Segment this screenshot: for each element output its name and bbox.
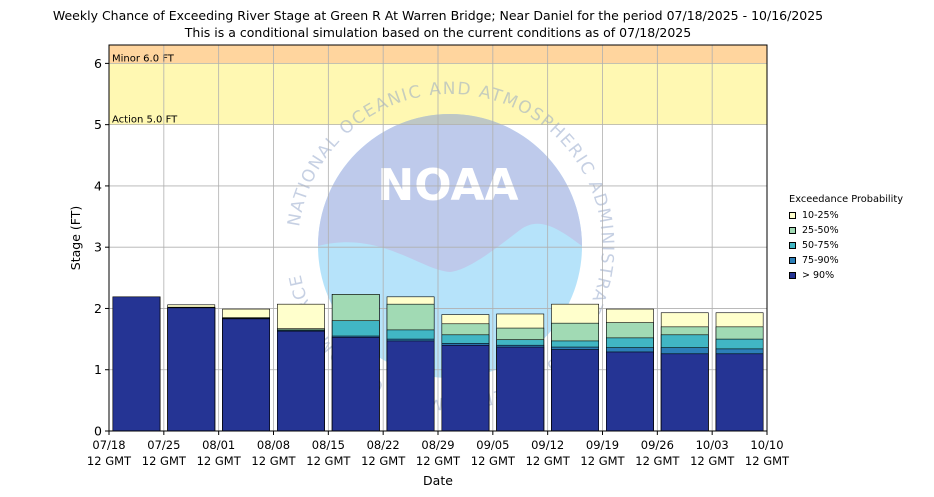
x-tick-label-time: 12 GMT	[471, 454, 516, 468]
bar-segment	[551, 349, 599, 432]
bar-segment	[331, 336, 380, 432]
x-tick-label-date: 10/10	[750, 438, 783, 452]
x-tick-label-time: 12 GMT	[87, 454, 132, 468]
legend: Exceedance Probability 10-25% 25-50% 50-75…	[789, 192, 903, 283]
threshold-label: Minor 6.0 FT	[112, 53, 175, 64]
x-tick-label-date: 07/25	[147, 438, 180, 452]
chart-subtitle: This is a conditional simulation based o…	[184, 25, 692, 40]
y-tick-label: 0	[94, 424, 102, 439]
x-tick-label-date: 07/18	[92, 438, 125, 452]
y-tick-label: 6	[94, 56, 102, 71]
legend-swatch	[789, 257, 796, 264]
x-tick-label-time: 12 GMT	[745, 454, 790, 468]
x-tick-label-date: 08/15	[312, 438, 345, 452]
legend-swatch	[789, 227, 796, 234]
x-tick-label-date: 09/19	[586, 438, 619, 452]
x-tick-label-date: 09/05	[476, 438, 509, 452]
bar-segment	[112, 296, 161, 432]
x-tick-label-time: 12 GMT	[416, 454, 461, 468]
legend-item: > 90%	[789, 268, 903, 283]
x-tick-label-date: 08/29	[421, 438, 454, 452]
y-tick-label: 1	[94, 362, 102, 377]
bar-segment	[715, 353, 764, 432]
y-tick-label: 2	[94, 301, 102, 316]
legend-label: 25-50%	[802, 225, 839, 236]
x-tick-label-time: 12 GMT	[197, 454, 242, 468]
bar-segment	[660, 353, 709, 432]
x-tick-label-time: 12 GMT	[635, 454, 680, 468]
x-tick-label-time: 12 GMT	[690, 454, 735, 468]
legend-swatch	[789, 272, 796, 279]
x-tick-label-time: 12 GMT	[142, 454, 187, 468]
x-tick-label-time: 12 GMT	[251, 454, 296, 468]
legend-label: > 90%	[802, 270, 835, 281]
legend-item: 75-90%	[789, 253, 903, 268]
bar-segment	[277, 330, 325, 432]
y-tick-label: 5	[94, 117, 102, 132]
y-tick-label: 4	[94, 178, 102, 193]
x-axis-label: Date	[423, 473, 453, 488]
legend-swatch	[789, 242, 796, 249]
x-tick-label-time: 12 GMT	[361, 454, 406, 468]
legend-item: 10-25%	[789, 208, 903, 223]
bar-segment	[441, 344, 490, 432]
x-tick-label-time: 12 GMT	[526, 454, 571, 468]
bar-segment	[386, 340, 435, 432]
noaa-logo-text: NOAA	[377, 160, 518, 211]
chart-title: Weekly Chance of Exceeding River Stage a…	[52, 8, 824, 23]
legend-item: 25-50%	[789, 223, 903, 238]
x-tick-label-date: 09/26	[641, 438, 674, 452]
x-tick-label-date: 08/01	[202, 438, 235, 452]
noaa-globe-upper	[318, 114, 582, 272]
bar-segment	[496, 346, 545, 432]
x-tick-label-time: 12 GMT	[580, 454, 625, 468]
legend-item: 50-75%	[789, 238, 903, 253]
x-tick-label-date: 09/12	[531, 438, 564, 452]
y-axis-label: Stage (FT)	[68, 206, 83, 270]
legend-label: 75-90%	[802, 255, 839, 266]
legend-swatch	[789, 212, 796, 219]
bar-segment	[167, 307, 216, 432]
legend-label: 10-25%	[802, 210, 839, 221]
threshold-label: Action 5.0 FT	[112, 115, 178, 126]
x-tick-label-date: 10/03	[696, 438, 729, 452]
x-tick-label-date: 08/08	[257, 438, 290, 452]
noaa-logo-watermark: NOAA NATIONAL OCEANIC AND ATMOSPHERIC AD…	[284, 79, 615, 413]
x-tick-label-date: 08/22	[367, 438, 400, 452]
y-tick-label: 3	[94, 240, 102, 255]
bar-segment	[222, 318, 270, 432]
x-tick-label-time: 12 GMT	[306, 454, 351, 468]
legend-title: Exceedance Probability	[789, 194, 904, 205]
legend-label: 50-75%	[802, 240, 839, 251]
bar-segment	[606, 351, 654, 432]
